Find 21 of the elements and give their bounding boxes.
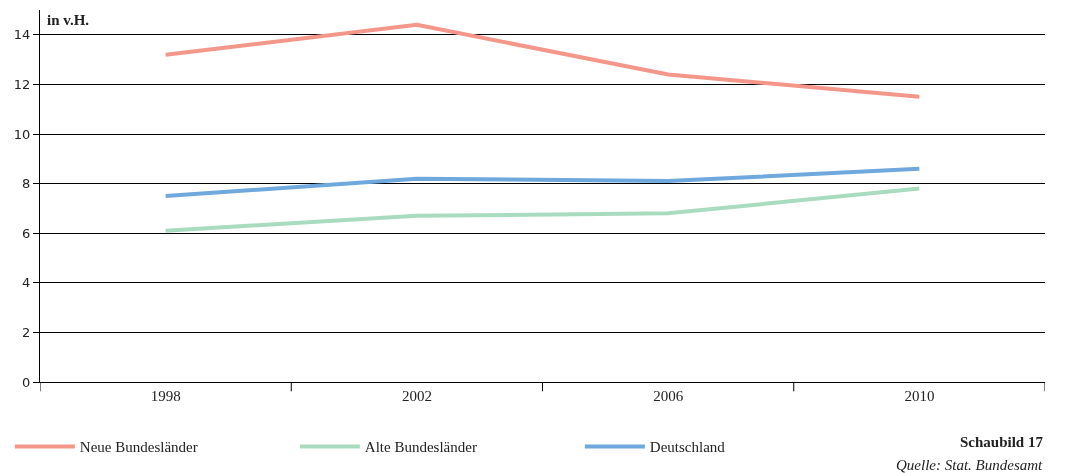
x-tick-label: 2010 [904,388,935,404]
x-tick-label: 2002 [401,388,432,404]
y-tick-label: 2 [22,324,31,340]
line-series [163,22,922,99]
source-note: Quelle: Stat. Bundesamt [896,457,1044,473]
y-tick-label: 8 [22,176,31,192]
y-tick-label: 14 [13,27,31,43]
x-tick-label: 2006 [653,388,684,404]
y-axis-title: in v.H. [47,12,90,28]
legend-label: Deutschland [649,439,726,456]
y-tick-label: 10 [13,126,31,142]
y-tick-label: 0 [22,374,31,390]
legend-label: Alte Bundesländer [364,439,477,456]
text: Schaubild 17 [960,434,1044,450]
y-tick-label: 4 [22,275,31,291]
x-tick-label: 1998 [150,388,181,404]
y-tick-label: 12 [13,76,31,92]
legend-label: Neue Bundesländer [79,439,198,456]
line-series [163,166,922,198]
y-tick-label: 6 [22,225,31,241]
line-series [163,186,922,233]
